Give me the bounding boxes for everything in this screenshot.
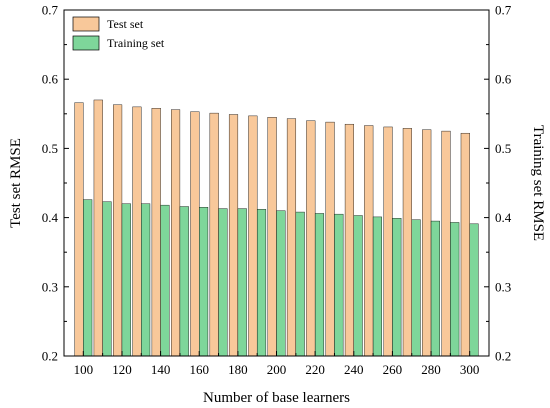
bar-test-set bbox=[460, 132, 470, 357]
x-tick-label: 140 bbox=[151, 362, 171, 377]
bar-training-set bbox=[430, 220, 440, 357]
bar-test-set bbox=[132, 106, 142, 357]
legend-label-training-set: Training set bbox=[107, 36, 165, 50]
bar-test-set bbox=[325, 121, 335, 357]
bar-test-set bbox=[306, 120, 316, 357]
bar-test-set bbox=[344, 123, 354, 357]
bar-training-set bbox=[469, 223, 479, 357]
y-axis-left-title: Test set RMSE bbox=[8, 138, 24, 228]
bar-training-set bbox=[141, 203, 151, 357]
x-tick-label: 120 bbox=[112, 362, 132, 377]
bar-training-set bbox=[256, 209, 267, 357]
bar-test-set bbox=[228, 114, 239, 357]
y-tick-label-left: 0.7 bbox=[42, 3, 59, 18]
bar-training-set bbox=[102, 201, 112, 357]
x-tick-label: 220 bbox=[305, 362, 325, 377]
y-tick-label-left: 0.6 bbox=[42, 72, 59, 87]
x-axis-title: Number of base learners bbox=[203, 390, 350, 406]
x-tick-label: 260 bbox=[383, 362, 403, 377]
y-tick-label-left: 0.2 bbox=[42, 349, 58, 364]
bar-test-set bbox=[364, 125, 374, 357]
bar-training-set bbox=[334, 213, 344, 357]
bar-test-set bbox=[383, 126, 393, 357]
x-tick-label: 160 bbox=[189, 362, 209, 377]
bar-test-set bbox=[422, 129, 432, 357]
bars-group bbox=[74, 99, 479, 357]
bar-test-set bbox=[286, 118, 297, 357]
bar-test-set bbox=[171, 109, 181, 357]
y-tick-label-right: 0.3 bbox=[495, 279, 511, 294]
bar-test-set bbox=[209, 112, 219, 357]
bar-test-set bbox=[248, 115, 258, 357]
y-tick-label-right: 0.4 bbox=[495, 210, 512, 225]
ticks-group: 0.2 0.2 0.3 0.3 0.4 0.4 0.5 0.5 0.6 0.6 0.7 0.7 100 1… bbox=[42, 3, 512, 378]
x-tick-label: 100 bbox=[74, 362, 94, 377]
bar-test-set bbox=[190, 111, 200, 357]
bar-training-set bbox=[314, 213, 325, 357]
legend-swatch-training-set bbox=[72, 35, 100, 51]
y-tick-label-right: 0.6 bbox=[495, 72, 512, 87]
bar-training-set bbox=[276, 210, 286, 357]
bar-training-set bbox=[83, 199, 93, 357]
bar-training-set bbox=[295, 211, 305, 357]
bar-training-set bbox=[179, 206, 189, 357]
x-tick-label: 300 bbox=[460, 362, 480, 377]
x-tick-label: 200 bbox=[267, 362, 287, 377]
x-tick-label: 240 bbox=[344, 362, 364, 377]
legend-swatch-test-set bbox=[72, 16, 100, 32]
y-tick-label-right: 0.2 bbox=[495, 349, 511, 364]
bar-training-set bbox=[121, 203, 131, 357]
bar-test-set bbox=[113, 104, 123, 357]
y-tick-label-left: 0.5 bbox=[42, 141, 58, 156]
legend-label-test-set: Test set bbox=[107, 17, 144, 31]
bar-training-set bbox=[353, 215, 363, 357]
y-axis-right-title: Training set RMSE bbox=[530, 125, 546, 241]
bar-test-set bbox=[267, 117, 277, 357]
bar-test-set bbox=[441, 130, 451, 357]
y-tick-label-left: 0.4 bbox=[42, 210, 59, 225]
bar-training-set bbox=[160, 204, 170, 357]
y-tick-label-left: 0.3 bbox=[42, 279, 58, 294]
bar-training-set bbox=[372, 216, 382, 357]
bar-training-set bbox=[450, 222, 460, 357]
bar-training-set bbox=[392, 218, 402, 357]
x-tick-label: 280 bbox=[421, 362, 441, 377]
bar-training-set bbox=[199, 207, 209, 357]
legend: Test set Training set bbox=[72, 16, 165, 51]
bar-training-set bbox=[411, 219, 421, 357]
bar-training-set bbox=[218, 208, 228, 357]
y-tick-label-right: 0.7 bbox=[495, 3, 512, 18]
bar-training-set bbox=[237, 208, 247, 357]
bar-test-set bbox=[151, 108, 161, 357]
y-tick-label-right: 0.5 bbox=[495, 141, 511, 156]
x-tick-label: 180 bbox=[228, 362, 248, 377]
bar-test-set bbox=[74, 102, 84, 357]
bar-test-set bbox=[93, 99, 103, 357]
bar-test-set bbox=[402, 128, 412, 357]
